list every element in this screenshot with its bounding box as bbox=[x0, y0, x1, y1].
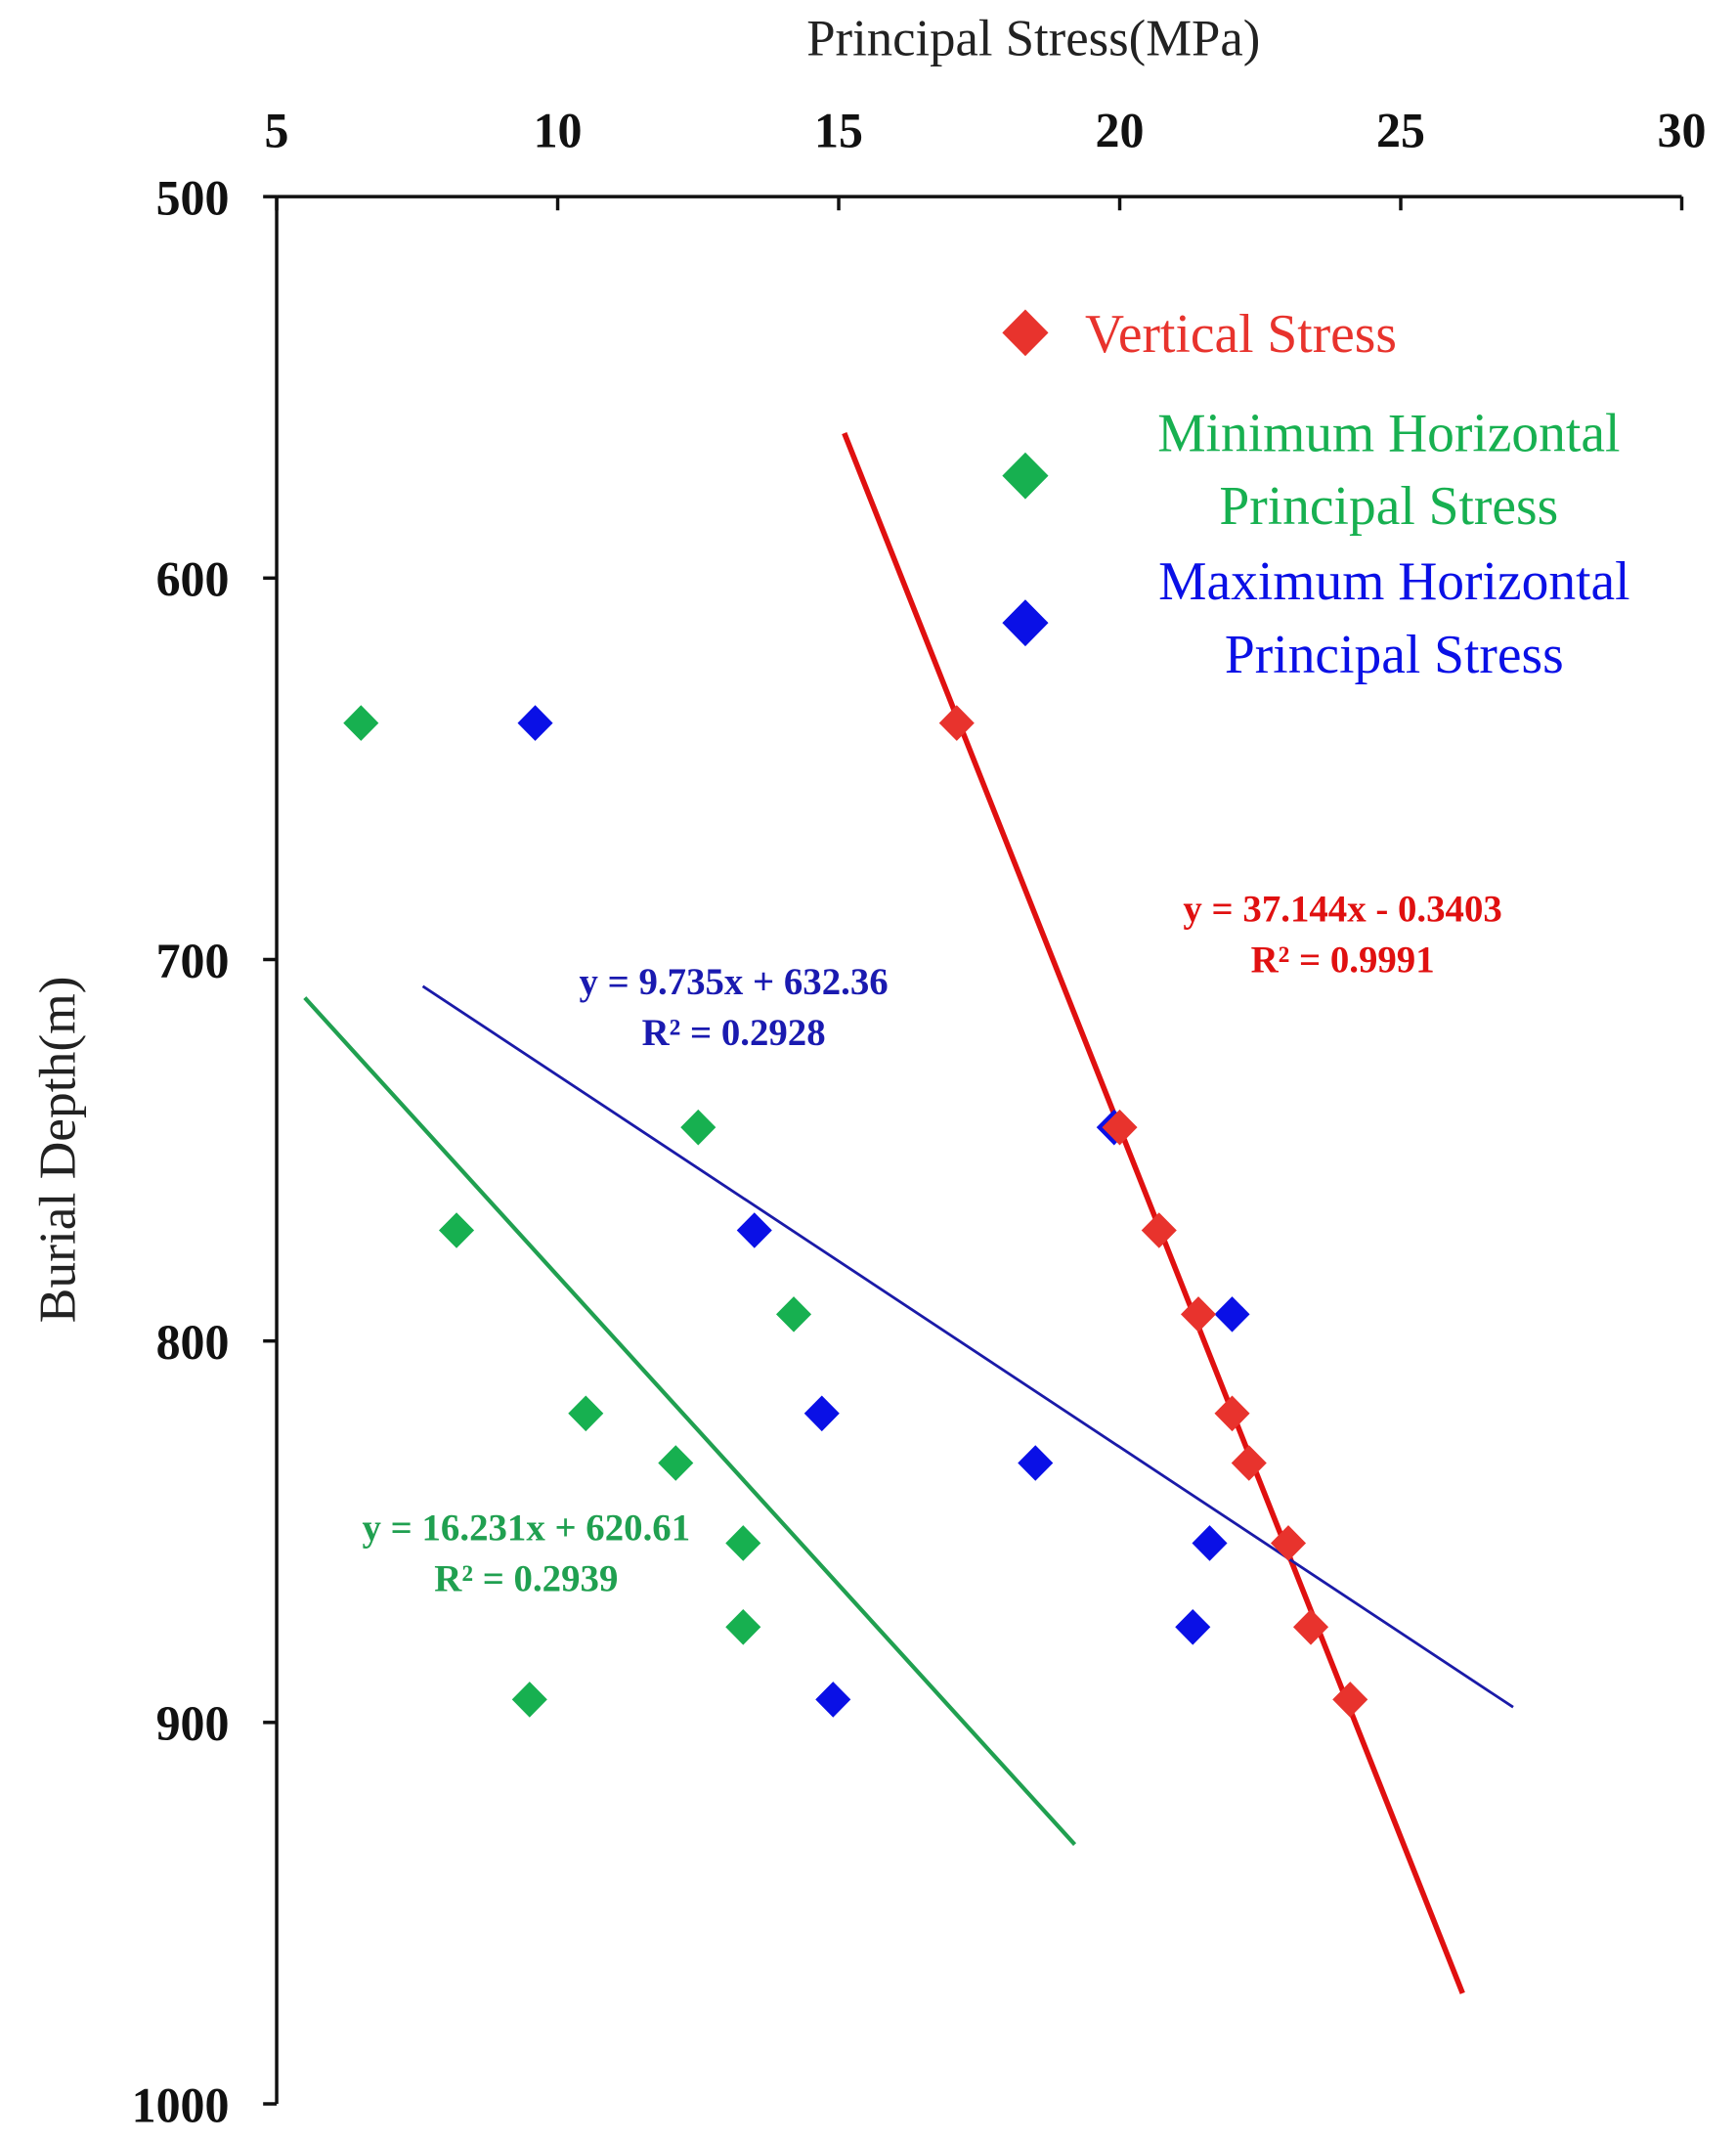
point-series-0 bbox=[1231, 1445, 1267, 1481]
legend-label-max-line2: Principal Stress bbox=[1225, 624, 1564, 684]
x-tick-label: 5 bbox=[265, 103, 289, 157]
point-series-1 bbox=[725, 1609, 761, 1645]
point-series-2 bbox=[1018, 1445, 1054, 1481]
point-series-2 bbox=[517, 705, 553, 741]
y-tick-label: 900 bbox=[156, 1696, 230, 1751]
min-equation: y = 16.231x + 620.61 bbox=[363, 1507, 691, 1549]
point-series-2 bbox=[736, 1212, 772, 1248]
equations: y = 37.144x - 0.3403 R² = 0.9991 y = 9.7… bbox=[363, 888, 1502, 1599]
y-axis-label: Burial Depth(m) bbox=[30, 977, 87, 1324]
point-series-1 bbox=[680, 1109, 716, 1146]
legend-marker-2 bbox=[1002, 599, 1049, 647]
x-tick-label: 10 bbox=[534, 103, 583, 157]
y-tick-label: 800 bbox=[156, 1315, 230, 1370]
axes: 5 10 15 20 25 30 500 600 700 800 900 1000 bbox=[132, 103, 1707, 2132]
legend-marker-0 bbox=[1002, 309, 1049, 357]
y-tick-label: 1000 bbox=[132, 2077, 230, 2132]
point-series-1 bbox=[343, 705, 379, 741]
trendline-2 bbox=[421, 984, 1514, 1709]
point-series-0 bbox=[1332, 1682, 1368, 1718]
point-series-0 bbox=[1270, 1525, 1307, 1561]
min-r2: R² = 0.2939 bbox=[434, 1557, 618, 1599]
point-series-0 bbox=[1180, 1296, 1217, 1333]
point-series-2 bbox=[1214, 1296, 1250, 1333]
y-tick-label: 500 bbox=[156, 170, 230, 225]
legend-label-min-line1: Minimum Horizontal bbox=[1157, 403, 1620, 463]
point-series-0 bbox=[938, 705, 975, 741]
trendline-1 bbox=[303, 996, 1077, 1847]
point-series-1 bbox=[658, 1445, 694, 1481]
point-series-2 bbox=[815, 1682, 851, 1718]
legend-marker-1 bbox=[1002, 452, 1049, 500]
max-equation: y = 9.735x + 632.36 bbox=[580, 961, 889, 1003]
point-series-2 bbox=[1175, 1609, 1211, 1645]
legend-label-vertical: Vertical Stress bbox=[1085, 304, 1397, 365]
point-series-1 bbox=[725, 1525, 761, 1561]
y-tick-label: 600 bbox=[156, 551, 230, 606]
vertical-r2: R² = 0.9991 bbox=[1251, 939, 1435, 981]
trendline-0 bbox=[842, 431, 1465, 1994]
point-series-2 bbox=[803, 1395, 840, 1432]
point-series-0 bbox=[1141, 1212, 1177, 1248]
point-series-1 bbox=[511, 1682, 547, 1718]
x-tick-label: 25 bbox=[1376, 103, 1425, 157]
point-series-2 bbox=[1192, 1525, 1228, 1561]
legend-label-max-line1: Maximum Horizontal bbox=[1158, 551, 1629, 612]
point-series-0 bbox=[1102, 1109, 1138, 1146]
vertical-equation: y = 37.144x - 0.3403 bbox=[1183, 888, 1501, 930]
x-tick-label: 30 bbox=[1658, 103, 1707, 157]
y-tick-label: 700 bbox=[156, 933, 230, 987]
legend-label-min-line2: Principal Stress bbox=[1219, 476, 1558, 537]
x-tick-label: 15 bbox=[814, 103, 863, 157]
point-series-0 bbox=[1214, 1395, 1250, 1432]
legend: Vertical Stress Minimum Horizontal Princ… bbox=[1002, 304, 1630, 685]
x-tick-label: 20 bbox=[1096, 103, 1145, 157]
point-series-1 bbox=[439, 1212, 475, 1248]
point-series-1 bbox=[568, 1395, 604, 1432]
point-series-1 bbox=[775, 1296, 812, 1333]
x-axis-label: Principal Stress(MPa) bbox=[806, 10, 1260, 66]
max-r2: R² = 0.2928 bbox=[642, 1012, 826, 1054]
trendlines bbox=[303, 431, 1514, 1994]
